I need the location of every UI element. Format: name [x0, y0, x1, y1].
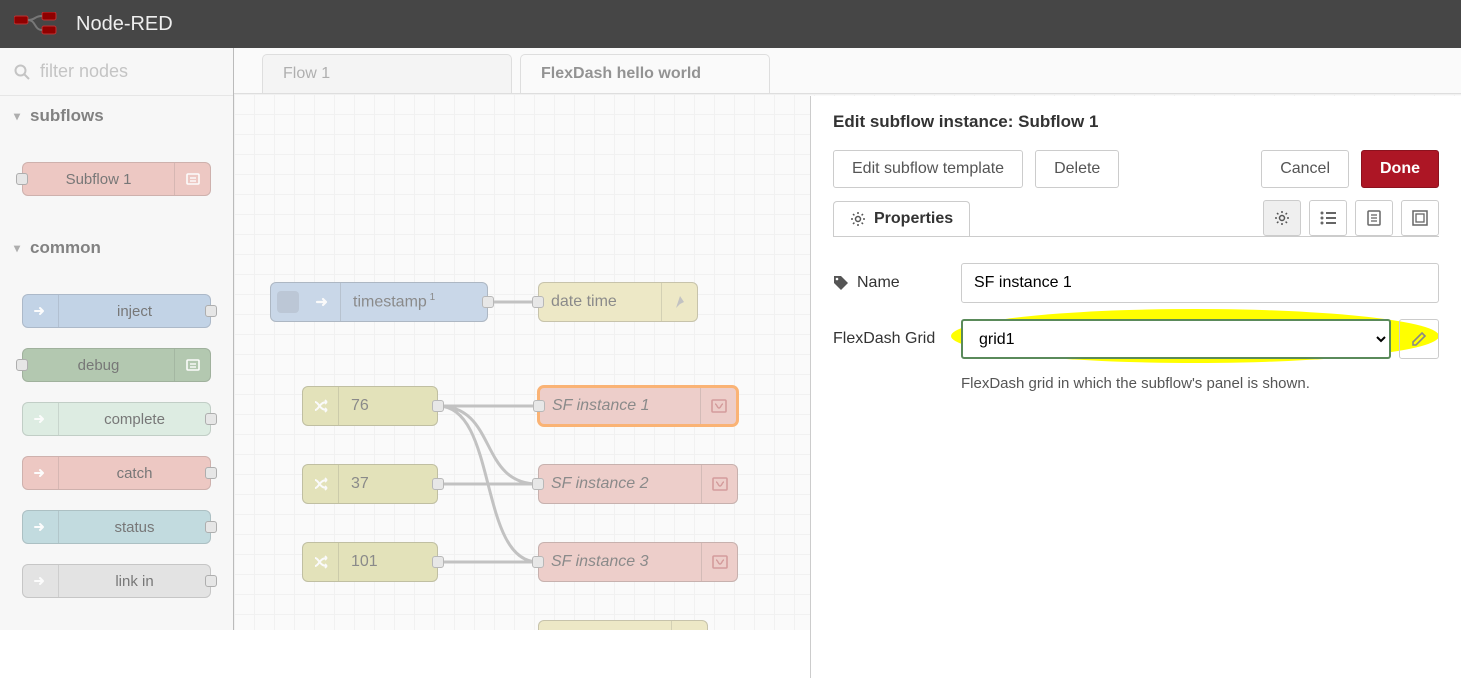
node-type-icon — [701, 465, 737, 503]
tab-properties[interactable]: Properties — [833, 201, 970, 236]
random-icon — [303, 543, 339, 581]
palette-node-linkin[interactable]: link in — [22, 564, 211, 598]
node-port — [16, 173, 28, 185]
node-port — [205, 467, 217, 479]
node-port — [205, 521, 217, 533]
palette-sidebar: filter nodes ▾subflows Subflow 1 ▾common in… — [0, 48, 234, 630]
chevron-down-icon: ▾ — [14, 241, 20, 255]
node-type-icon — [701, 543, 737, 581]
workspace-tabs: Flow 1FlexDash hello world — [234, 48, 1461, 94]
flow-node-sf1[interactable]: SF instance 1 — [538, 386, 738, 426]
node-port[interactable] — [482, 296, 494, 308]
edit-panel-title: Edit subflow instance: Subflow 1 — [833, 112, 1439, 132]
node-type-icon — [661, 283, 697, 321]
done-button[interactable]: Done — [1361, 150, 1439, 188]
palette-node-subflow1[interactable]: Subflow 1 — [22, 162, 211, 196]
app-title: Node-RED — [76, 13, 173, 36]
palette-node-complete[interactable]: complete — [22, 402, 211, 436]
node-type-icon — [23, 295, 59, 327]
node-port[interactable] — [432, 556, 444, 568]
edit-panel: Edit subflow instance: Subflow 1 Edit su… — [810, 96, 1461, 678]
flow-node-sf2[interactable]: SF instance 2 — [538, 464, 738, 504]
node-description-button[interactable] — [1309, 200, 1347, 236]
node-type-icon — [174, 163, 210, 195]
palette-node-debug[interactable]: debug — [22, 348, 211, 382]
flow-node-sf3[interactable]: SF instance 3 — [538, 542, 738, 582]
workspace-tab[interactable]: FlexDash hello world — [520, 54, 770, 93]
node-port[interactable] — [532, 296, 544, 308]
node-settings-button[interactable] — [1263, 200, 1301, 236]
node-type-icon — [174, 349, 210, 381]
flow-node-markdown[interactable]: markdown — [538, 620, 708, 630]
node-layout-button[interactable] — [1401, 200, 1439, 236]
random-icon — [303, 465, 339, 503]
node-port[interactable] — [432, 400, 444, 412]
node-port — [16, 359, 28, 371]
name-input[interactable] — [961, 263, 1439, 303]
flow-node-rand2[interactable]: 37 — [302, 464, 438, 504]
node-type-icon — [23, 565, 59, 597]
node-type-icon — [23, 457, 59, 489]
flow-node-datetime[interactable]: date time — [538, 282, 698, 322]
edit-grid-button[interactable] — [1399, 319, 1439, 359]
grid-help-text: FlexDash grid in which the subflow's pan… — [961, 375, 1439, 392]
name-label: Name — [857, 274, 900, 292]
nodered-logo — [14, 12, 64, 36]
node-port — [205, 413, 217, 425]
app-header: Node-RED — [0, 0, 1461, 48]
palette-node-inject[interactable]: inject — [22, 294, 211, 328]
grid-label: FlexDash Grid — [833, 330, 935, 348]
workspace-tab[interactable]: Flow 1 — [262, 54, 512, 93]
flow-node-timestamp[interactable]: timestamp 1 — [270, 282, 488, 322]
palette-category-common[interactable]: ▾common — [0, 228, 233, 268]
palette-filter-placeholder: filter nodes — [40, 61, 128, 82]
node-type-icon — [671, 621, 707, 630]
tab-properties-label: Properties — [874, 210, 953, 228]
node-type-icon — [700, 388, 736, 424]
node-port[interactable] — [432, 478, 444, 490]
flow-node-rand1[interactable]: 76 — [302, 386, 438, 426]
flow-node-rand3[interactable]: 101 — [302, 542, 438, 582]
random-icon — [303, 387, 339, 425]
delete-button[interactable]: Delete — [1035, 150, 1119, 188]
palette-node-catch[interactable]: catch — [22, 456, 211, 490]
flexdash-grid-select[interactable]: grid1 — [961, 319, 1391, 359]
palette-node-status[interactable]: status — [22, 510, 211, 544]
edit-subflow-template-button[interactable]: Edit subflow template — [833, 150, 1023, 188]
chevron-down-icon: ▾ — [14, 109, 20, 123]
tag-icon — [833, 275, 849, 291]
node-port[interactable] — [532, 478, 544, 490]
node-port[interactable] — [532, 556, 544, 568]
node-port[interactable] — [533, 400, 545, 412]
cancel-button[interactable]: Cancel — [1261, 150, 1349, 188]
palette-filter[interactable]: filter nodes — [0, 48, 233, 96]
palette-category-subflows[interactable]: ▾subflows — [0, 96, 233, 136]
gear-icon — [850, 211, 866, 227]
node-appearance-button[interactable] — [1355, 200, 1393, 236]
node-type-icon — [23, 403, 59, 435]
search-icon — [14, 64, 30, 80]
node-type-icon — [305, 283, 341, 321]
node-type-icon — [23, 511, 59, 543]
inject-button[interactable] — [277, 291, 299, 313]
node-port — [205, 575, 217, 587]
node-port — [205, 305, 217, 317]
